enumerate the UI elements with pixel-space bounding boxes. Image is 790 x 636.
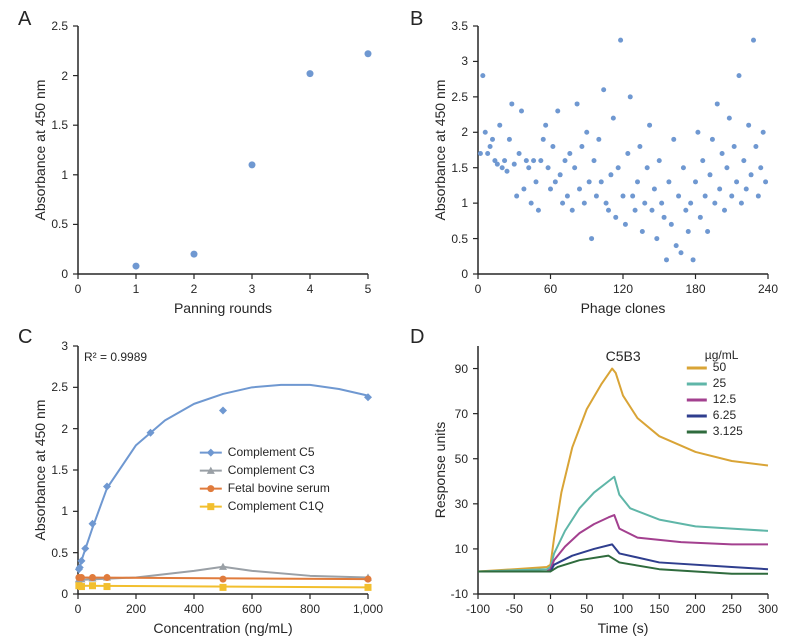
x-axis-title: Phage clones (543, 300, 703, 316)
x-tick-label: 1,000 (353, 602, 383, 616)
x-tick-label: 4 (307, 282, 314, 296)
y-tick-label: 0.5 (428, 232, 468, 246)
x-axis-title: Panning rounds (143, 300, 303, 316)
legend-item: 3.125 (713, 424, 743, 438)
x-tick-label: 60 (544, 282, 557, 296)
legend-item: 50 (713, 360, 726, 374)
x-tick-label: 250 (722, 602, 742, 616)
x-tick-label: 100 (613, 602, 633, 616)
x-tick-label: 120 (613, 282, 633, 296)
x-tick-label: 300 (758, 602, 778, 616)
y-axis-title: Absorbance at 450 nm (32, 70, 48, 230)
x-tick-label: 240 (758, 282, 778, 296)
x-tick-label: 150 (649, 602, 669, 616)
legend-item: Complement C3 (228, 463, 315, 477)
x-tick-label: 50 (580, 602, 593, 616)
x-tick-label: 800 (300, 602, 320, 616)
y-tick-label: 2.5 (28, 19, 68, 33)
x-tick-label: 0 (547, 602, 554, 616)
legend-item: 25 (713, 376, 726, 390)
x-tick-label: 0 (75, 602, 82, 616)
x-axis-title: Time (s) (543, 620, 703, 636)
x-axis-title: Concentration (ng/mL) (143, 620, 303, 636)
plot-svg (0, 0, 790, 632)
x-tick-label: 0 (475, 282, 482, 296)
x-tick-label: 200 (126, 602, 146, 616)
legend-item: 12.5 (713, 392, 736, 406)
y-tick-label: 90 (428, 362, 468, 376)
y-tick-label: 0 (28, 267, 68, 281)
x-tick-label: 5 (365, 282, 372, 296)
figure: A B C D 01234500.511.522.5Panning rounds… (0, 0, 790, 632)
y-tick-label: 0 (428, 267, 468, 281)
y-tick-label: 3 (428, 54, 468, 68)
x-tick-label: 1 (133, 282, 140, 296)
x-tick-label: 400 (184, 602, 204, 616)
r2-annotation: R² = 0.9989 (84, 350, 147, 364)
y-tick-label: -10 (428, 587, 468, 601)
y-axis-title: Absorbance at 450 nm (432, 70, 448, 230)
y-tick-label: 3.5 (428, 19, 468, 33)
x-tick-label: -100 (466, 602, 490, 616)
panelD-title-annotation: C5B3 (606, 348, 641, 364)
x-tick-label: 200 (685, 602, 705, 616)
x-tick-label: 180 (685, 282, 705, 296)
y-tick-label: 3 (28, 339, 68, 353)
y-tick-label: 0 (28, 587, 68, 601)
x-tick-label: 2 (191, 282, 198, 296)
y-axis-title: Absorbance at 450 nm (32, 390, 48, 550)
x-tick-label: -50 (506, 602, 523, 616)
y-axis-title: Response units (432, 390, 448, 550)
x-tick-label: 600 (242, 602, 262, 616)
legend-item: 6.25 (713, 408, 736, 422)
x-tick-label: 0 (75, 282, 82, 296)
legend-item: Fetal bovine serum (228, 481, 330, 495)
x-tick-label: 3 (249, 282, 256, 296)
legend-item: Complement C1Q (228, 499, 324, 513)
legend-item: Complement C5 (228, 445, 315, 459)
